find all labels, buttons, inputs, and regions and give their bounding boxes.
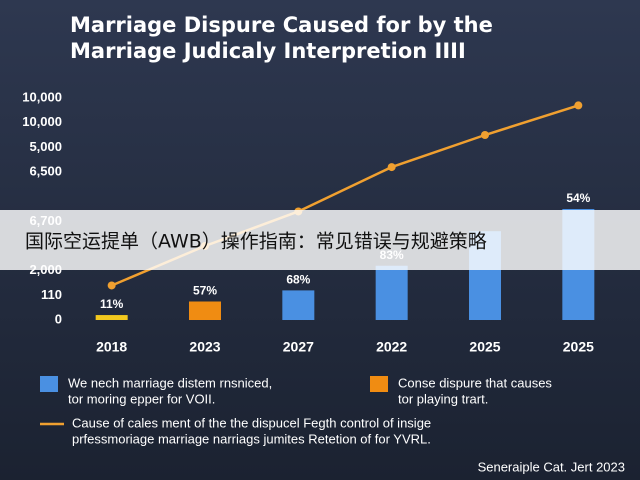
line-point (481, 131, 489, 139)
bar-label: 11% (100, 297, 124, 311)
bar (375, 265, 408, 320)
y-tick-label: 0 (55, 311, 62, 326)
x-tick-label: 2025 (563, 339, 594, 355)
legend-swatch (370, 376, 388, 392)
x-tick-label: 2023 (189, 339, 220, 355)
x-tick-label: 2025 (469, 339, 500, 355)
y-tick-label: 10,000 (22, 114, 62, 129)
bar-label: 68% (286, 273, 310, 287)
bar (95, 315, 128, 320)
x-tick-label: 2018 (96, 339, 127, 355)
legend-label: Conse dispure that causes (398, 375, 552, 390)
legend-label: tor playing trart. (398, 391, 488, 406)
line-point (107, 281, 116, 290)
chart-title: Marriage Dispure Caused for by the (70, 13, 493, 37)
y-tick-label: 10,000 (22, 89, 62, 104)
x-tick-label: 2022 (376, 339, 407, 355)
chart-title: Marriage Judicaly Interpretion IIII (70, 39, 466, 63)
banner-text: 国际空运提单（AWB）操作指南：常见错误与规避策略 (25, 231, 487, 253)
y-tick-label: 5,000 (29, 139, 62, 154)
y-tick-label: 6,500 (29, 163, 62, 178)
legend-label: Cause of cales ment of the the dispucel … (72, 415, 431, 430)
banner-bg (0, 210, 640, 270)
y-tick-label: 110 (41, 287, 62, 302)
bar (282, 290, 315, 320)
x-tick-label: 2027 (283, 339, 314, 355)
legend-swatch (40, 376, 58, 392)
legend-label: tor moring epper for VOII. (68, 391, 215, 406)
legend-label: prfessmoriage marriage narriags jumites … (72, 431, 431, 446)
bar-label: 57% (193, 284, 217, 298)
legend-label: We nech marriage distem rnsniced, (68, 375, 272, 390)
bar (189, 301, 221, 320)
line-point (574, 101, 583, 110)
bar-label: 54% (566, 191, 590, 205)
line-point (387, 163, 396, 172)
source: Seneraiple Cat. Jert 2023 (478, 459, 625, 474)
